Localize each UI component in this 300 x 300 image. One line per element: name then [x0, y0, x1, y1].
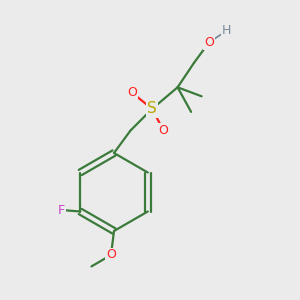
Text: O: O — [127, 86, 136, 99]
Text: O: O — [204, 36, 214, 49]
Text: H: H — [222, 24, 231, 38]
Text: O: O — [106, 248, 116, 262]
Text: S: S — [147, 101, 157, 116]
Text: O: O — [159, 124, 168, 137]
Text: F: F — [58, 203, 65, 217]
